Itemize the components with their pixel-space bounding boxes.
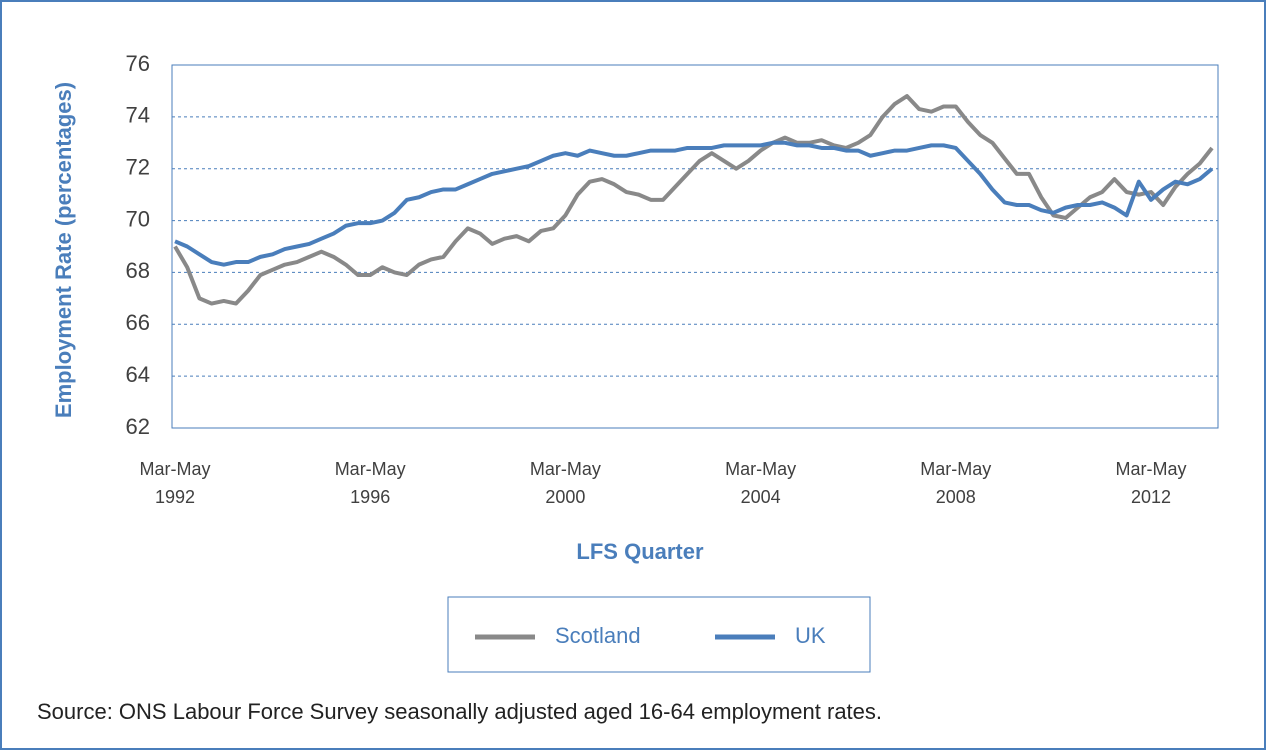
legend-box bbox=[447, 596, 871, 673]
y-tick-label: 70 bbox=[126, 206, 150, 231]
x-tick-label: Mar-May 2012 bbox=[1116, 459, 1187, 507]
legend-label: UK bbox=[795, 623, 826, 648]
y-tick-label: 72 bbox=[126, 155, 150, 180]
y-tick-label: 68 bbox=[126, 258, 150, 283]
x-axis-title: LFS Quarter bbox=[576, 539, 704, 564]
y-tick-label: 62 bbox=[126, 414, 150, 439]
source-note: Source: ONS Labour Force Survey seasonal… bbox=[37, 699, 882, 724]
y-tick-label: 66 bbox=[126, 310, 150, 335]
x-tick-label: Mar-May 1992 bbox=[140, 459, 211, 507]
x-tick-label: Mar-May 2000 bbox=[530, 459, 601, 507]
x-tick-label: Mar-May 1996 bbox=[335, 459, 406, 507]
y-axis-title: Employment Rate (percentages) bbox=[51, 82, 76, 418]
x-tick-label: Mar-May 2008 bbox=[920, 459, 991, 507]
y-tick-label: 64 bbox=[126, 362, 150, 387]
y-tick-label: 76 bbox=[126, 51, 150, 76]
plot-border bbox=[171, 64, 1219, 429]
series-line bbox=[173, 94, 1214, 306]
series-line bbox=[174, 140, 1214, 267]
legend-label: Scotland bbox=[555, 623, 641, 648]
x-tick-label: Mar-May 2004 bbox=[725, 459, 796, 507]
y-tick-label: 74 bbox=[126, 103, 150, 128]
